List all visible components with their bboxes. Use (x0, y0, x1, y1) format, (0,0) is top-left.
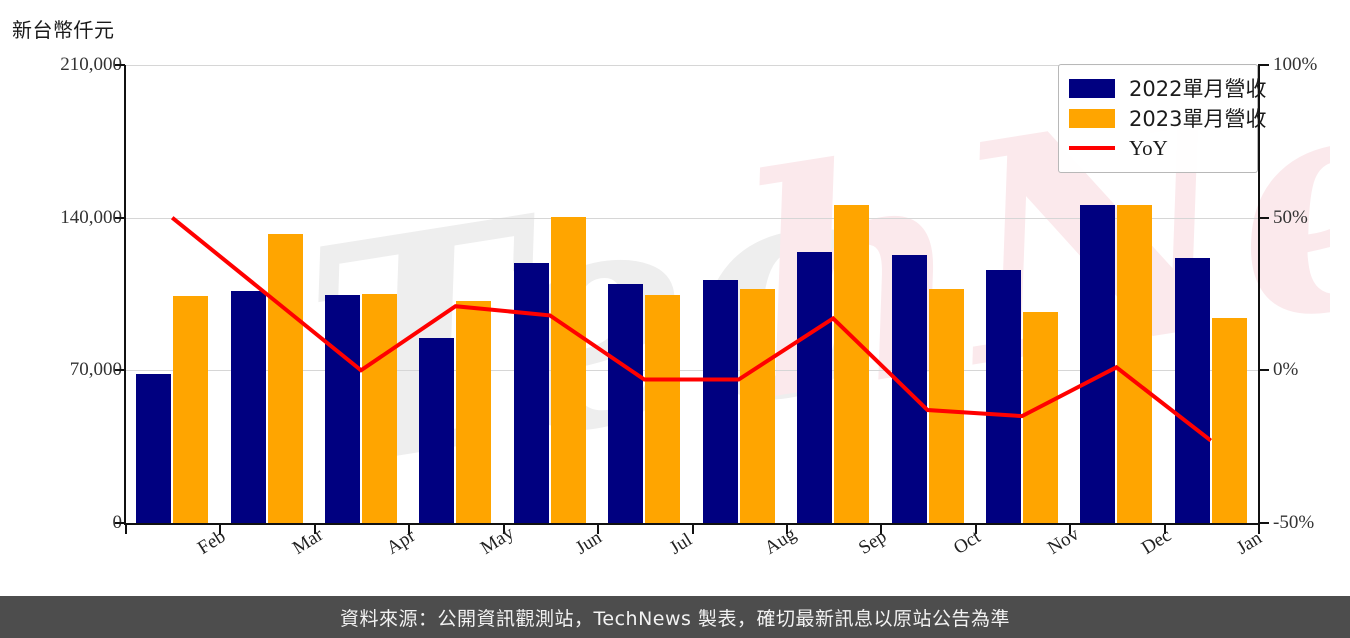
x-axis-tick-mark (597, 523, 600, 534)
bar-2022 (891, 254, 927, 523)
legend-item-2022[interactable]: 2022單月營收 (1069, 73, 1266, 103)
bar-2023 (928, 288, 964, 523)
y-axis-right-tick-label: 50% (1273, 206, 1308, 228)
x-axis-tick-label: Oct (949, 526, 984, 559)
y-axis-right-tick-mark (1258, 522, 1269, 524)
y-axis-left-tick-label: 210,000 (60, 54, 122, 75)
x-axis-tick-label: May (477, 522, 519, 559)
bar-2022 (513, 263, 549, 523)
gridline (125, 217, 1258, 219)
bar-2023 (645, 295, 681, 523)
x-axis-tick-mark (219, 523, 222, 534)
y-axis-left-tick-mark (115, 64, 125, 66)
y-axis-left-tick-mark (115, 369, 125, 372)
bar-2023 (456, 300, 492, 523)
gridline (125, 370, 1258, 372)
legend: 2022單月營收 2023單月營收 YoY (1058, 64, 1266, 173)
y-axis-left-tick-mark (115, 522, 125, 524)
bar-2023 (173, 295, 209, 523)
bar-2022 (1174, 258, 1210, 523)
x-axis-tick-label: Aug (760, 523, 800, 559)
x-axis-tick-mark (785, 523, 788, 534)
x-axis-tick-label: Sep (855, 525, 891, 559)
bar-2023 (550, 217, 586, 523)
bar-2022 (608, 283, 644, 523)
x-axis-tick-mark (1069, 523, 1072, 534)
legend-swatch-2023 (1069, 108, 1115, 128)
y-axis-unit-label: 新台幣仟元 (12, 18, 115, 42)
x-axis-tick-label: Apr (383, 525, 420, 559)
bar-2023 (1211, 318, 1247, 523)
legend-label-yoy: YoY (1129, 135, 1168, 160)
x-axis-tick-mark (408, 523, 411, 534)
legend-swatch-2022 (1069, 78, 1115, 98)
bar-2022 (325, 295, 361, 523)
data-source-note: 資料來源：公開資訊觀測站，TechNews 製表，確切最新訊息以原站公告為準 (340, 607, 1010, 630)
bar-2022 (136, 374, 172, 523)
bar-2022 (985, 270, 1021, 523)
x-axis-tick-label: Nov (1043, 523, 1083, 559)
x-axis-tick-label: Jul (666, 529, 697, 559)
x-axis-tick-mark (125, 523, 127, 534)
bar-2023 (1022, 312, 1058, 523)
bar-2022 (419, 338, 455, 523)
y-axis-right-tick-mark (1258, 369, 1269, 372)
x-axis-tick-mark (1163, 523, 1166, 534)
bar-2023 (739, 288, 775, 523)
y-axis-right (1258, 65, 1260, 523)
y-axis-left (124, 65, 126, 523)
bar-2022 (797, 252, 833, 523)
legend-label-2022: 2022單月營收 (1129, 77, 1267, 101)
y-axis-right-tick-mark (1258, 64, 1269, 66)
legend-item-2023[interactable]: 2023單月營收 (1069, 103, 1266, 133)
y-axis-right-tick-label: 0% (1273, 359, 1299, 381)
bar-2022 (1080, 205, 1116, 523)
x-axis-tick-mark (974, 523, 977, 534)
gridline (125, 65, 1258, 66)
yoy-line-series (170, 216, 1213, 443)
bar-2022 (702, 280, 738, 523)
bar-2022 (230, 290, 266, 523)
bar-2023 (834, 205, 870, 523)
x-axis-tick-label: Dec (1138, 524, 1176, 559)
footer-bar: 資料來源：公開資訊觀測站，TechNews 製表，確切最新訊息以原站公告為準 (0, 596, 1350, 638)
legend-label-2023: 2023單月營收 (1129, 107, 1267, 131)
x-axis-tick-label: Jun (571, 527, 606, 559)
y-axis-left-tick-label: 140,000 (60, 206, 122, 228)
x-axis-tick-label: Jan (1232, 527, 1266, 559)
y-axis-left-tick-mark (115, 216, 125, 219)
legend-item-yoy[interactable]: YoY (1069, 133, 1247, 163)
bar-2023 (267, 234, 303, 523)
x-axis-tick-mark (880, 523, 883, 534)
x-axis-tick-mark (691, 523, 694, 534)
y-axis-right-tick-label: 100% (1273, 54, 1318, 75)
y-axis-right-tick-label: -50% (1273, 512, 1315, 533)
y-axis-right-tick-mark (1258, 216, 1269, 219)
bar-2023 (362, 294, 398, 523)
x-axis-tick-label: Mar (288, 524, 327, 559)
y-axis-left-tick-label: 70,000 (69, 359, 122, 381)
legend-swatch-yoy (1069, 146, 1115, 150)
x-axis-tick-mark (502, 523, 505, 534)
bar-2023 (1117, 205, 1153, 523)
x-axis-tick-mark (1258, 523, 1260, 534)
x-axis-tick-mark (313, 523, 316, 534)
x-axis-tick-label: Feb (194, 525, 230, 559)
